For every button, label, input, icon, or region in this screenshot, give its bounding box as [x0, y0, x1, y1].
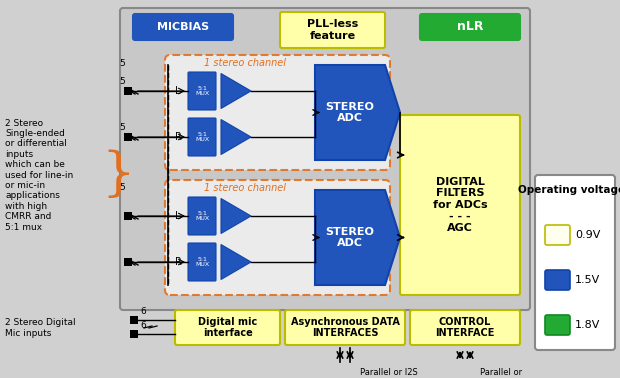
FancyBboxPatch shape — [545, 315, 570, 335]
Bar — [124, 87, 132, 95]
Text: R: R — [175, 257, 182, 267]
FancyBboxPatch shape — [420, 14, 520, 40]
FancyBboxPatch shape — [400, 115, 520, 295]
FancyBboxPatch shape — [188, 243, 216, 281]
Text: 5: 5 — [119, 59, 125, 68]
Text: }: } — [101, 150, 135, 200]
Text: 5: 5 — [119, 76, 125, 85]
FancyBboxPatch shape — [280, 12, 385, 48]
Text: R: R — [175, 132, 182, 142]
Text: Parallel or I2S
audio data in/out: Parallel or I2S audio data in/out — [360, 368, 432, 378]
FancyBboxPatch shape — [535, 175, 615, 350]
Text: nLR: nLR — [457, 20, 483, 34]
FancyBboxPatch shape — [188, 118, 216, 156]
FancyBboxPatch shape — [188, 197, 216, 235]
FancyBboxPatch shape — [133, 14, 233, 40]
Text: STEREO
ADC: STEREO ADC — [326, 102, 374, 123]
Bar — [130, 330, 138, 338]
Text: 5: 5 — [119, 122, 125, 132]
Text: 2 Stereo Digital
Mic inputs: 2 Stereo Digital Mic inputs — [5, 318, 76, 338]
Text: DIGITAL
FILTERS
for ADCs
- - -
AGC: DIGITAL FILTERS for ADCs - - - AGC — [433, 177, 487, 233]
Text: 1 stereo channel: 1 stereo channel — [204, 183, 286, 193]
FancyBboxPatch shape — [165, 55, 390, 170]
Bar — [130, 316, 138, 324]
Text: L: L — [175, 211, 181, 221]
Polygon shape — [315, 65, 400, 160]
Text: 1 stereo channel: 1 stereo channel — [204, 58, 286, 68]
Text: 6: 6 — [140, 322, 146, 330]
Polygon shape — [221, 198, 251, 234]
FancyBboxPatch shape — [120, 8, 530, 310]
Text: 5:1
MUX: 5:1 MUX — [195, 257, 209, 267]
Text: 1.8V: 1.8V — [575, 320, 600, 330]
Text: Parallel or
I2C control
interface: Parallel or I2C control interface — [480, 368, 526, 378]
Text: 5: 5 — [119, 183, 125, 192]
Polygon shape — [315, 190, 400, 285]
Bar — [124, 212, 132, 220]
FancyBboxPatch shape — [285, 310, 405, 345]
Text: 2 Stereo
Single-ended
or differential
inputs
which can be
used for line-in
or mi: 2 Stereo Single-ended or differential in… — [5, 118, 73, 231]
FancyBboxPatch shape — [175, 310, 280, 345]
Bar — [124, 258, 132, 266]
Text: PLL-less
feature: PLL-less feature — [307, 19, 358, 41]
Text: 6: 6 — [140, 307, 146, 316]
Text: L: L — [175, 86, 181, 96]
Text: STEREO
ADC: STEREO ADC — [326, 227, 374, 248]
FancyBboxPatch shape — [410, 310, 520, 345]
Text: Operating voltages: Operating voltages — [518, 185, 620, 195]
Text: CONTROL
INTERFACE: CONTROL INTERFACE — [435, 317, 495, 338]
Text: 5:1
MUX: 5:1 MUX — [195, 85, 209, 96]
Polygon shape — [221, 119, 251, 155]
Text: 5:1
MUX: 5:1 MUX — [195, 211, 209, 222]
Text: 0.9V: 0.9V — [575, 230, 600, 240]
Text: 5:1
MUX: 5:1 MUX — [195, 132, 209, 143]
FancyBboxPatch shape — [188, 72, 216, 110]
Text: Asynchronous DATA
INTERFACES: Asynchronous DATA INTERFACES — [291, 317, 399, 338]
Text: MICBIAS: MICBIAS — [157, 22, 209, 32]
FancyBboxPatch shape — [545, 225, 570, 245]
Text: Digital mic
interface: Digital mic interface — [198, 317, 257, 338]
Polygon shape — [221, 245, 251, 279]
Bar — [124, 133, 132, 141]
Polygon shape — [221, 73, 251, 108]
FancyBboxPatch shape — [545, 270, 570, 290]
FancyBboxPatch shape — [165, 180, 390, 295]
Text: 1.5V: 1.5V — [575, 275, 600, 285]
